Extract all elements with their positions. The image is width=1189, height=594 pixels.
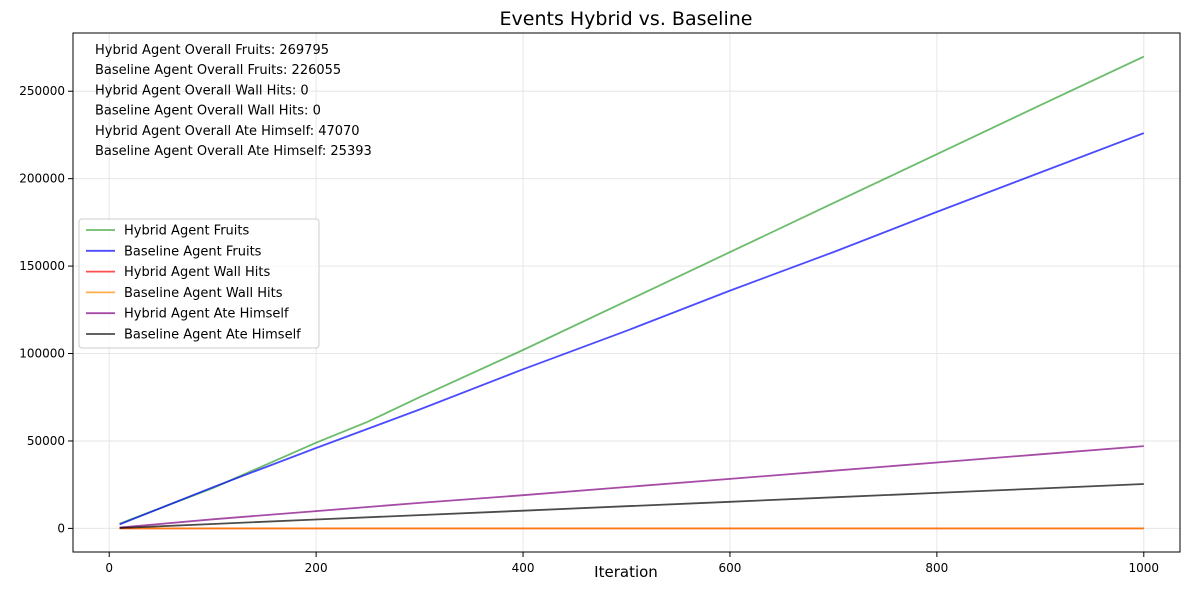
x-tick-label: 1000: [1129, 561, 1160, 575]
x-tick-label: 400: [512, 561, 535, 575]
legend-label: Baseline Agent Fruits: [124, 244, 262, 259]
plot-frame: [72, 32, 1181, 553]
annotation-text: Baseline Agent Overall Ate Himself: 2539…: [95, 144, 372, 159]
series-line-4: [119, 445, 1144, 529]
series-line-5: [119, 483, 1144, 529]
annotation-text: Hybrid Agent Overall Ate Himself: 47070: [95, 124, 360, 139]
series-lines: [119, 55, 1145, 530]
x-tick-label: 800: [925, 561, 948, 575]
x-tick-label: 200: [305, 561, 328, 575]
legend-label: Hybrid Agent Fruits: [124, 224, 249, 239]
y-tick-label: 0: [57, 521, 65, 535]
x-tick-label: 600: [719, 561, 742, 575]
y-tick-label: 100000: [19, 347, 65, 361]
series-line-1: [119, 132, 1145, 526]
legend-label: Baseline Agent Wall Hits: [124, 286, 283, 301]
y-tick-label: 150000: [19, 259, 65, 273]
legend-label: Hybrid Agent Wall Hits: [124, 265, 271, 280]
legend-label: Hybrid Agent Ate Himself: [124, 307, 289, 322]
legend: Hybrid Agent Fruits Baseline Agent Fruits…: [78, 218, 320, 349]
chart-title: Events Hybrid vs. Baseline: [500, 8, 753, 30]
annotation-text: Baseline Agent Overall Fruits: 226055: [95, 63, 341, 78]
x-tick-label: 0: [105, 561, 113, 575]
annotation-text: Baseline Agent Overall Wall Hits: 0: [95, 104, 321, 119]
y-tick-label: 50000: [27, 434, 65, 448]
annotation-block: Hybrid Agent Overall Fruits: 269795 Basel…: [95, 43, 372, 159]
annotation-text: Hybrid Agent Overall Wall Hits: 0: [95, 83, 309, 98]
axis-ticks: 0 200 400 600 800 1000 0 50000 100000 150000 20000…: [19, 84, 1159, 575]
y-tick-label: 200000: [19, 172, 65, 186]
annotation-text: Hybrid Agent Overall Fruits: 269795: [95, 43, 329, 58]
legend-box: [78, 218, 320, 349]
y-tick-label: 250000: [19, 84, 65, 98]
series-line-0: [119, 55, 1145, 525]
legend-label: Baseline Agent Ate Himself: [124, 328, 301, 343]
x-axis-title: Iteration: [594, 563, 658, 581]
